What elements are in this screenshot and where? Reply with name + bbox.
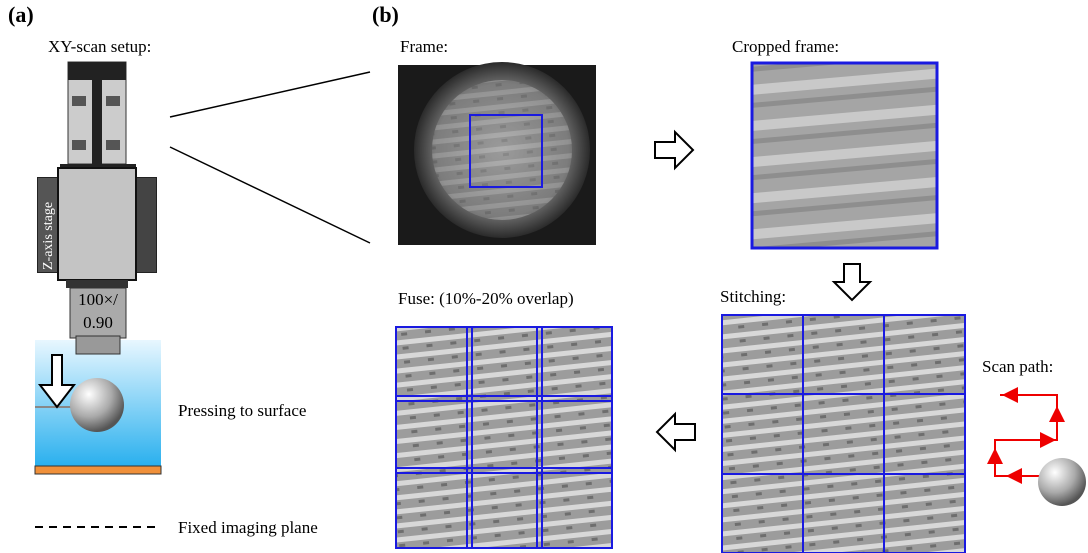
objective-tip [76, 336, 120, 354]
flow-arrow [657, 414, 695, 450]
scan-path-label: Scan path: [982, 357, 1053, 376]
zoom-line [170, 72, 370, 117]
stage-label: Z-axis stage [41, 202, 56, 270]
objective-label: 0.90 [83, 313, 113, 332]
stitching-label: Stitching: [720, 287, 786, 306]
flow-arrow [834, 264, 870, 300]
plane-label: Fixed imaging plane [178, 518, 318, 537]
stitched-grid [722, 315, 965, 553]
panel-label: (b) [372, 2, 399, 27]
zoom-line [170, 147, 370, 243]
page: {"panel_a": {"label": "(a)", "title": "X… [0, 0, 1088, 553]
cropped-label: Cropped frame: [732, 37, 839, 56]
flow-arrow [655, 132, 693, 168]
substrate [35, 466, 161, 474]
fuse-label: Fuse: (10%-20% overlap) [398, 289, 574, 308]
sphere [70, 378, 124, 432]
panel-title: XY-scan setup: [48, 37, 151, 56]
objective-label: 100×/ [78, 290, 118, 309]
fused-grid [396, 327, 612, 548]
panel-label: (a) [8, 2, 34, 27]
frame-texture [432, 80, 572, 220]
pressing-label: Pressing to surface [178, 401, 306, 420]
cropped-frame [752, 63, 937, 248]
figure: (a) XY-scan setup: Z-axis stage 100×/ 0.… [0, 0, 1088, 553]
frame-label: Frame: [400, 37, 448, 56]
sphere [1038, 458, 1086, 506]
